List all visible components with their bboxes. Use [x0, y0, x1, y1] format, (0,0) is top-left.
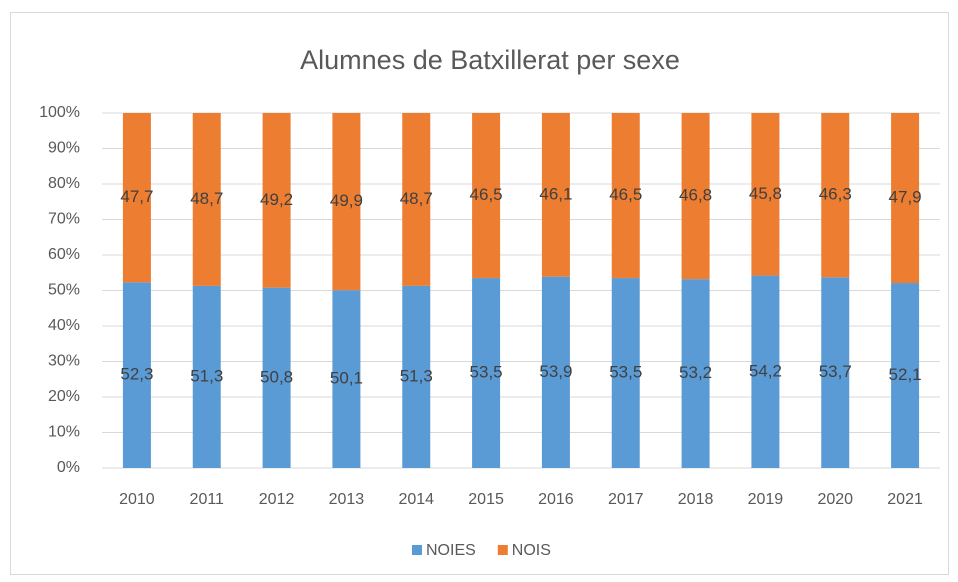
legend-swatch [412, 545, 422, 555]
data-label: 50,1 [330, 369, 363, 388]
x-tick-label: 2016 [538, 491, 574, 508]
bar-segment [541, 276, 570, 468]
y-tick-label: 30% [48, 353, 80, 370]
data-label: 46,5 [609, 185, 642, 204]
bar-segment [541, 113, 570, 277]
x-tick-label: 2017 [608, 491, 644, 508]
bar-segment [122, 113, 151, 283]
bar-segment [681, 113, 710, 280]
data-label: 50,8 [260, 367, 293, 386]
data-label: 47,9 [889, 188, 922, 207]
bar-segment [402, 285, 431, 468]
x-tick-label: 2015 [468, 491, 504, 508]
bar-segment [611, 278, 640, 468]
data-label: 53,7 [819, 362, 852, 381]
data-label: 51,3 [400, 366, 433, 385]
data-label: 53,5 [470, 363, 503, 382]
data-label: 53,9 [539, 362, 572, 381]
bar-segment [821, 277, 850, 468]
bar-segment [332, 113, 361, 291]
bar-segment [821, 113, 850, 278]
data-label: 46,1 [539, 184, 572, 203]
x-tick-label: 2019 [748, 491, 784, 508]
data-label: 49,2 [260, 190, 293, 209]
chart-title: Alumnes de Batxillerat per sexe [300, 45, 680, 75]
data-label: 52,1 [889, 365, 922, 384]
y-tick-label: 80% [48, 175, 80, 192]
x-tick-label: 2011 [190, 491, 225, 508]
y-tick-label: 50% [48, 282, 80, 299]
data-label: 48,7 [400, 189, 433, 208]
bar-segment [751, 113, 780, 276]
data-label: 46,5 [470, 185, 503, 204]
x-tick-label: 2012 [259, 491, 295, 508]
bar-segment [122, 282, 151, 468]
data-label: 47,7 [120, 187, 153, 206]
bar-segment [192, 113, 221, 286]
bar-segment [611, 113, 640, 279]
y-tick-label: 100% [39, 104, 80, 121]
x-tick-label: 2021 [887, 491, 923, 508]
y-tick-label: 70% [48, 211, 80, 228]
x-tick-label: 2014 [398, 491, 434, 508]
legend-label: NOIES [426, 542, 476, 559]
data-label: 49,9 [330, 191, 363, 210]
legend-label: NOIS [512, 542, 551, 559]
bar-segment [402, 113, 431, 286]
y-tick-label: 40% [48, 317, 80, 334]
data-label: 48,7 [190, 189, 223, 208]
data-label: 52,3 [120, 365, 153, 384]
x-tick-label: 2013 [329, 491, 365, 508]
bar-segment [751, 275, 780, 468]
bar-segment [332, 290, 361, 468]
data-label: 46,3 [819, 185, 852, 204]
data-label: 54,2 [749, 361, 782, 380]
bar-segment [891, 113, 920, 284]
bar-segment [262, 287, 291, 468]
bar-segment [681, 279, 710, 468]
data-label: 51,3 [190, 366, 223, 385]
y-tick-label: 90% [48, 140, 80, 157]
data-label: 46,8 [679, 186, 712, 205]
bar-segment [472, 278, 501, 468]
x-tick-label: 2020 [817, 491, 853, 508]
x-tick-label: 2018 [678, 491, 714, 508]
data-label: 45,8 [749, 184, 782, 203]
x-tick-label: 2010 [119, 491, 155, 508]
bar-segment [891, 283, 920, 468]
y-tick-label: 0% [57, 459, 80, 476]
data-label: 53,5 [609, 363, 642, 382]
bar-segment [192, 285, 221, 468]
y-tick-label: 10% [48, 424, 80, 441]
legend-swatch [497, 545, 508, 555]
data-label: 53,2 [679, 363, 712, 382]
y-tick-label: 60% [48, 246, 80, 263]
bar-segment [262, 113, 291, 288]
bar-segment [472, 113, 501, 279]
y-tick-label: 20% [48, 388, 80, 405]
